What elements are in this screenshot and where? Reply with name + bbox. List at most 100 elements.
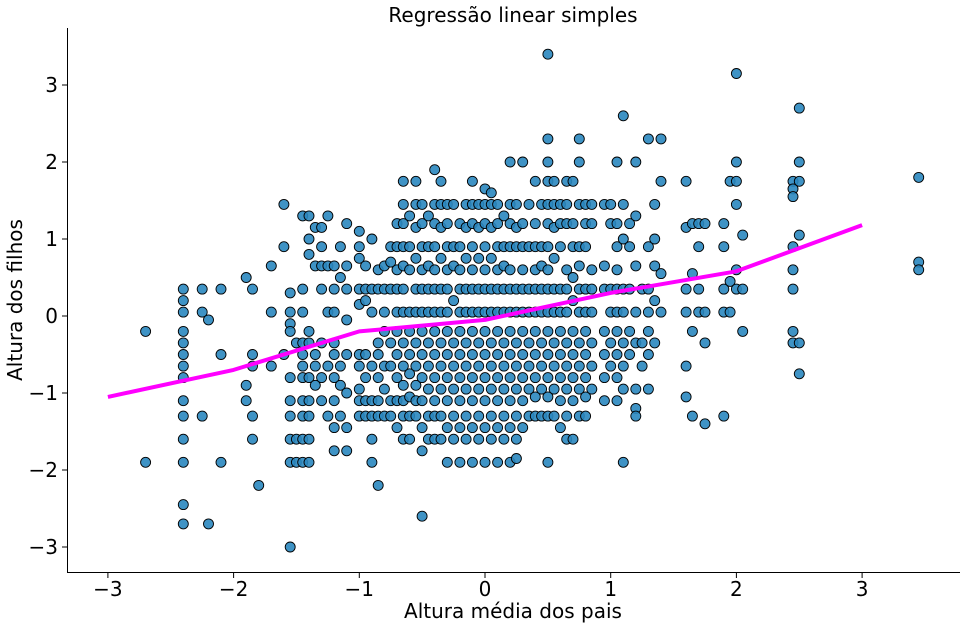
scatter-point — [353, 252, 365, 264]
scatter-point — [353, 241, 365, 253]
scatter-point — [473, 252, 485, 264]
scatter-point — [913, 171, 925, 183]
scatter-point — [303, 325, 315, 337]
scatter-point — [649, 337, 661, 349]
scatter-point — [297, 283, 309, 295]
scatter-point — [492, 395, 504, 407]
scatter-point — [724, 306, 736, 318]
scatter-point — [605, 360, 617, 372]
scatter-point — [473, 410, 485, 422]
scatter-point — [466, 395, 478, 407]
scatter-point — [580, 349, 592, 360]
scatter-point — [649, 260, 661, 272]
scatter-point — [573, 337, 585, 349]
x-tick-label: −1 — [345, 577, 374, 601]
scatter-point — [561, 264, 573, 276]
scatter-point — [498, 410, 510, 422]
scatter-point — [309, 349, 321, 360]
scatter-point — [517, 264, 529, 276]
scatter-point — [479, 456, 491, 468]
scatter-point — [441, 283, 453, 295]
scatter-point — [353, 225, 365, 237]
scatter-point — [554, 325, 566, 337]
scatter-point — [567, 433, 579, 445]
scatter-point — [441, 422, 453, 434]
scatter-point — [730, 68, 742, 79]
scatter-point — [422, 360, 434, 372]
scatter-point — [510, 198, 522, 210]
scatter-point — [542, 133, 554, 145]
scatter-point — [498, 383, 510, 395]
scatter-point — [479, 349, 491, 360]
scatter-point — [699, 306, 711, 318]
scatter-point — [397, 283, 409, 295]
scatter-point — [580, 372, 592, 384]
scatter-point — [492, 456, 504, 468]
scatter-point — [730, 175, 742, 187]
scatter-point — [611, 218, 623, 230]
scatter-point — [730, 156, 742, 168]
regression-line-layer — [107, 223, 863, 399]
scatter-point — [787, 325, 799, 337]
scatter-point — [303, 248, 315, 260]
scatter-point — [397, 198, 409, 210]
scatter-point — [517, 325, 529, 337]
scatter-point — [328, 445, 340, 457]
scatter-point — [410, 379, 422, 391]
scatter-point — [334, 360, 346, 372]
scatter-point — [397, 379, 409, 391]
scatter-point — [523, 383, 535, 395]
scatter-point — [341, 445, 353, 457]
scatter-point — [265, 260, 277, 272]
scatter-point — [322, 210, 334, 222]
scatter-point — [567, 272, 579, 283]
scatter-point — [253, 479, 265, 491]
scatter-point — [598, 260, 610, 272]
scatter-point — [454, 325, 466, 337]
scatter-point — [630, 306, 642, 318]
scatter-point — [580, 325, 592, 337]
scatter-point — [479, 395, 491, 407]
scatter-point — [510, 453, 522, 464]
scatter-point — [561, 198, 573, 210]
scatter-point — [642, 349, 654, 360]
scatter-point — [485, 360, 497, 372]
y-axis-ticks: −3 −2 −1 0 1 2 3 — [29, 73, 68, 559]
scatter-point — [404, 210, 416, 222]
scatter-point — [567, 349, 579, 360]
scatter-point — [573, 156, 585, 168]
scatter-point — [441, 456, 453, 468]
scatter-point — [548, 175, 560, 187]
scatter-point — [177, 337, 189, 349]
scatter-point — [479, 264, 491, 276]
scatter-point — [353, 383, 365, 395]
scatter-point — [611, 325, 623, 337]
scatter-point — [391, 422, 403, 434]
scatter-point — [177, 283, 189, 295]
scatter-point — [397, 360, 409, 372]
scatter-point — [366, 360, 378, 372]
scatter-point — [316, 283, 328, 295]
scatter-point — [429, 264, 441, 276]
scatter-point — [636, 337, 648, 349]
scatter-point — [680, 391, 692, 403]
scatter-point — [448, 198, 460, 210]
scatter-point — [177, 306, 189, 318]
y-tick-label: 0 — [45, 304, 58, 328]
scatter-point — [284, 325, 296, 337]
scatter-point — [177, 410, 189, 422]
scatter-point — [397, 175, 409, 187]
scatter-point — [416, 349, 428, 360]
scatter-point — [554, 241, 566, 253]
scatter-point — [140, 456, 152, 468]
scatter-point — [328, 260, 340, 272]
scatter-point — [554, 422, 566, 434]
x-tick-label: 0 — [479, 577, 492, 601]
scatter-point — [435, 337, 447, 349]
scatter-point — [498, 433, 510, 445]
scatter-point — [586, 337, 598, 349]
scatter-point — [529, 349, 541, 360]
scatter-point — [586, 306, 598, 318]
scatter-point — [177, 456, 189, 468]
scatter-point — [492, 372, 504, 384]
